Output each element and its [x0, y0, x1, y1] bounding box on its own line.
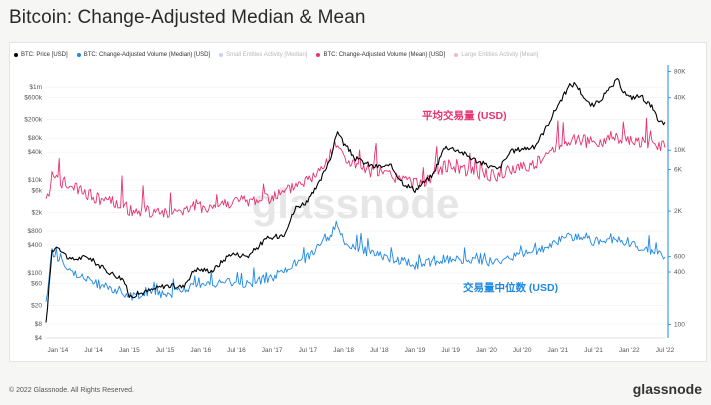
- y-left-tick-label: $600k: [24, 94, 42, 101]
- y-left-tick-label: $40k: [28, 149, 43, 156]
- x-tick-label: Jan '17: [262, 347, 283, 354]
- x-tick-label: Jan '19: [405, 347, 426, 354]
- x-tick-label: Jan '21: [547, 347, 568, 354]
- legend-item[interactable]: Small Entities Activity [Median]: [219, 52, 307, 58]
- legend-dot-icon: [14, 53, 18, 57]
- y-left-tick-label: $800: [28, 228, 43, 235]
- x-tick-label: Jul '22: [656, 347, 675, 354]
- x-tick-label: Jan '18: [333, 347, 354, 354]
- x-tick-label: Jul '16: [227, 347, 246, 354]
- y-right-tick-label: 2K: [674, 208, 683, 215]
- legend-dot-icon: [316, 53, 321, 57]
- x-tick-label: Jul '21: [584, 347, 603, 354]
- y-left-tick-label: $80k: [28, 135, 43, 142]
- chart-legend: BTC: Price [USD] BTC: Change-Adjusted Vol…: [14, 52, 538, 58]
- legend-item[interactable]: BTC: Price [USD]: [14, 52, 68, 58]
- y-left-tick-label: $2k: [32, 210, 43, 217]
- x-tick-label: Jul '14: [84, 347, 103, 354]
- brand-logo: glassnode: [632, 381, 702, 397]
- mean-annotation: 平均交易量 (USD): [422, 109, 507, 122]
- chart-svg: glassnode $4 $8 $20 $60 $100 $400 $800 $2k $6k $10…: [24, 65, 686, 354]
- y-right-tick-label: 100: [674, 322, 685, 329]
- y-right-tick-label: 600: [674, 254, 685, 261]
- y-right-tick-label: 400: [674, 269, 685, 276]
- x-tick-label: Jul '19: [441, 347, 460, 354]
- legend-label: BTC: Price [USD]: [21, 52, 68, 58]
- x-tick-label: Jul '15: [156, 347, 175, 354]
- y-left-tick-label: $400: [28, 242, 43, 249]
- y-left-tick-label: $100: [28, 270, 43, 277]
- y-left-tick-label: $60: [31, 280, 42, 287]
- series-line-1: [45, 220, 666, 302]
- x-tick-label: Jul '20: [513, 347, 532, 354]
- x-tick-label: Jul '17: [299, 347, 318, 354]
- x-tick-label: Jan '15: [119, 347, 140, 354]
- y-left-tick-label: $4: [35, 335, 43, 342]
- legend-dot-icon: [76, 53, 81, 57]
- y-left-tick-label: $10k: [28, 177, 43, 184]
- chart-card: BTC: Price [USD] BTC: Change-Adjusted Vol…: [9, 42, 707, 362]
- chart-title: Bitcoin: Change-Adjusted Median & Mean: [9, 7, 366, 28]
- x-tick-label: Jan '22: [619, 347, 640, 354]
- x-tick-label: Jan '16: [190, 347, 211, 354]
- y-right-tick-label: 40K: [674, 95, 686, 102]
- y-right-tick-label: 80K: [674, 69, 686, 76]
- y-left-tick-label: $8: [35, 321, 43, 328]
- y-left-tick-label: $1m: [29, 84, 42, 91]
- y-left-tick-label: $20: [31, 303, 42, 310]
- x-tick-label: Jul '18: [370, 347, 389, 354]
- legend-label: Large Entities Activity [Mean]: [461, 52, 539, 58]
- y-left-tick-label: $6k: [32, 187, 43, 194]
- series-line-0: [45, 77, 666, 323]
- legend-item[interactable]: BTC: Change-Adjusted Volume (Mean) [USD]: [316, 52, 445, 58]
- watermark-text: glassnode: [252, 180, 460, 227]
- x-tick-label: Jan '14: [48, 347, 69, 354]
- legend-label: BTC: Change-Adjusted Volume (Median) [US…: [83, 52, 211, 58]
- series-line-2: [45, 117, 666, 218]
- copyright-text: © 2022 Glassnode. All Rights Reserved.: [9, 387, 135, 394]
- y-right-tick-label: 10K: [674, 147, 686, 154]
- legend-dot-icon: [454, 53, 459, 57]
- legend-item[interactable]: BTC: Change-Adjusted Volume (Median) [US…: [76, 52, 211, 58]
- legend-dot-icon: [219, 53, 224, 57]
- legend-label: Small Entities Activity [Median]: [226, 52, 308, 58]
- x-tick-label: Jan '20: [476, 347, 497, 354]
- legend-item[interactable]: Large Entities Activity [Mean]: [454, 52, 538, 58]
- median-annotation: 交易量中位数 (USD): [463, 281, 558, 294]
- y-right-tick-label: 6K: [674, 167, 683, 174]
- legend-label: BTC: Change-Adjusted Volume (Mean) [USD]: [323, 52, 446, 58]
- y-left-tick-label: $200k: [24, 117, 42, 124]
